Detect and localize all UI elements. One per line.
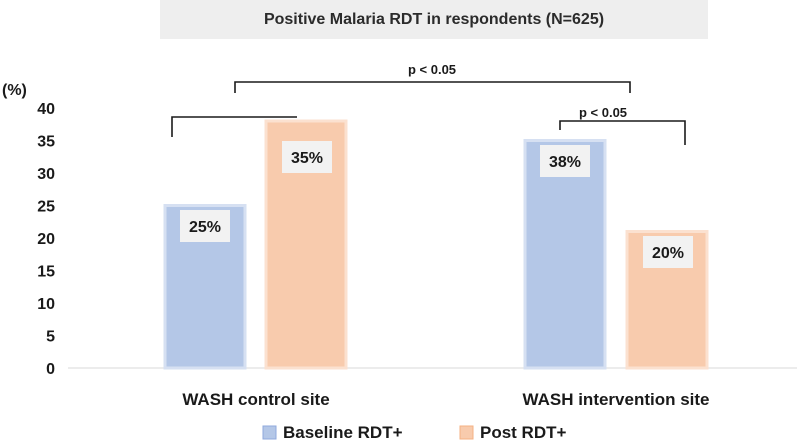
x-category-label: WASH intervention site <box>522 390 709 409</box>
data-label-box <box>540 145 590 177</box>
y-tick-label: 10 <box>37 296 55 313</box>
significance-label: p < 0.05 <box>579 105 627 120</box>
legend-label: Baseline RDT+ <box>283 423 403 442</box>
y-tick-label: 20 <box>37 231 55 248</box>
data-label: 38% <box>549 154 581 171</box>
data-label-box <box>180 210 230 242</box>
y-tick-label: 0 <box>46 361 55 378</box>
y-tick-label: 40 <box>37 101 55 118</box>
data-label: 35% <box>291 150 323 167</box>
chart-title: Positive Malaria RDT in respondents (N=6… <box>263 10 605 28</box>
data-label: 20% <box>652 245 684 262</box>
legend-swatch-baseline <box>262 425 277 440</box>
bar-baseline-1 <box>523 139 607 370</box>
y-tick-label: 5 <box>46 329 55 346</box>
data-label: 25% <box>189 219 221 236</box>
x-category-label: WASH control site <box>182 390 329 409</box>
significance-label: p < 0.05 <box>408 62 456 77</box>
legend-label: Post RDT+ <box>480 423 567 442</box>
bracket-intervention <box>559 120 686 145</box>
y-axis-label: (%) <box>2 82 27 99</box>
chart-title-box: Positive Malaria RDT in respondents (N=6… <box>160 0 708 39</box>
y-tick-label: 15 <box>37 264 55 281</box>
legend-swatch-post <box>459 425 474 440</box>
bracket-baseline-comparison <box>234 81 631 93</box>
y-tick-label: 35 <box>37 134 55 151</box>
bracket-control <box>171 116 297 137</box>
data-label-box <box>282 141 332 173</box>
data-label-box <box>643 236 693 268</box>
y-tick-label: 30 <box>37 166 55 183</box>
y-tick-label: 25 <box>37 199 55 216</box>
